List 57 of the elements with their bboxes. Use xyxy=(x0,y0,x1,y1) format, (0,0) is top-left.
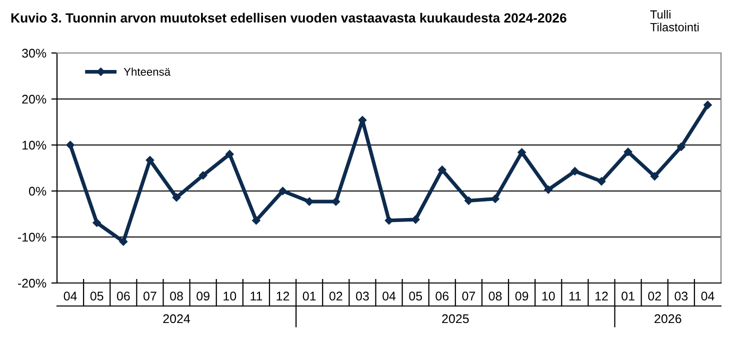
text: 2026 xyxy=(654,314,682,324)
point xyxy=(92,218,101,227)
x-tick-label: 05 xyxy=(90,292,104,301)
x-tick-label: 06 xyxy=(436,292,449,301)
x-tick-label: 03 xyxy=(674,292,688,301)
point xyxy=(518,148,526,156)
x-tick-label: 11 xyxy=(250,292,262,300)
point xyxy=(252,216,260,225)
point xyxy=(278,186,287,196)
point xyxy=(677,142,686,151)
x-tick-label: 08 xyxy=(488,292,502,301)
point xyxy=(570,167,580,176)
x-tick-label: 04 xyxy=(382,292,396,301)
chart-title: Kuvio 3. Tuonnin arvon muutokset edellisen vuoden vastaavasta kuukaudesta 2024-2026 xyxy=(11,12,566,23)
x-tick-label: 11 xyxy=(569,292,581,300)
x-tick-label: 12 xyxy=(595,292,608,300)
point xyxy=(597,177,606,186)
x-tick-label: 01 xyxy=(302,292,316,301)
point xyxy=(464,196,473,205)
x-tick-label: 04 xyxy=(701,292,714,301)
point xyxy=(172,193,181,202)
text: Tulli Tilastointi xyxy=(650,10,699,32)
point xyxy=(305,197,314,206)
point xyxy=(438,166,446,174)
point xyxy=(66,140,74,150)
legend-label: Yhteensä xyxy=(124,68,171,76)
y-tick-label: 30% xyxy=(22,48,46,58)
point xyxy=(650,172,659,180)
point xyxy=(226,150,234,158)
y-tick-label: 10% xyxy=(22,140,46,150)
x-tick-label: 09 xyxy=(196,292,210,301)
y-tick-label: 0% xyxy=(29,186,46,196)
point xyxy=(704,100,712,110)
x-tick-label: 01 xyxy=(622,292,634,301)
text: 2025 xyxy=(442,314,469,324)
x-tick-label: 02 xyxy=(648,292,661,301)
x-tick-label: 04 xyxy=(64,292,77,301)
point xyxy=(119,237,128,246)
x-tick-label: 07 xyxy=(143,292,156,301)
x-tick-label: 08 xyxy=(170,292,183,301)
y-tick-label: -20% xyxy=(18,278,46,288)
y-tick-label: -10% xyxy=(18,232,46,242)
text: 2024 xyxy=(163,314,190,324)
point xyxy=(198,171,208,180)
y-tick-label: 20% xyxy=(22,94,46,104)
x-tick-label: 03 xyxy=(356,292,369,301)
x-tick-label: 05 xyxy=(409,292,422,301)
x-tick-label: 06 xyxy=(116,292,130,301)
x-tick-label: 10 xyxy=(224,292,236,301)
x-tick-label: 12 xyxy=(276,292,290,300)
point xyxy=(544,185,552,194)
point xyxy=(491,194,500,203)
x-tick-label: 09 xyxy=(515,292,528,301)
point xyxy=(624,148,632,156)
x-tick-label: 02 xyxy=(329,292,342,301)
x-tick-label: 10 xyxy=(542,292,555,301)
x-tick-label: 07 xyxy=(462,292,476,301)
